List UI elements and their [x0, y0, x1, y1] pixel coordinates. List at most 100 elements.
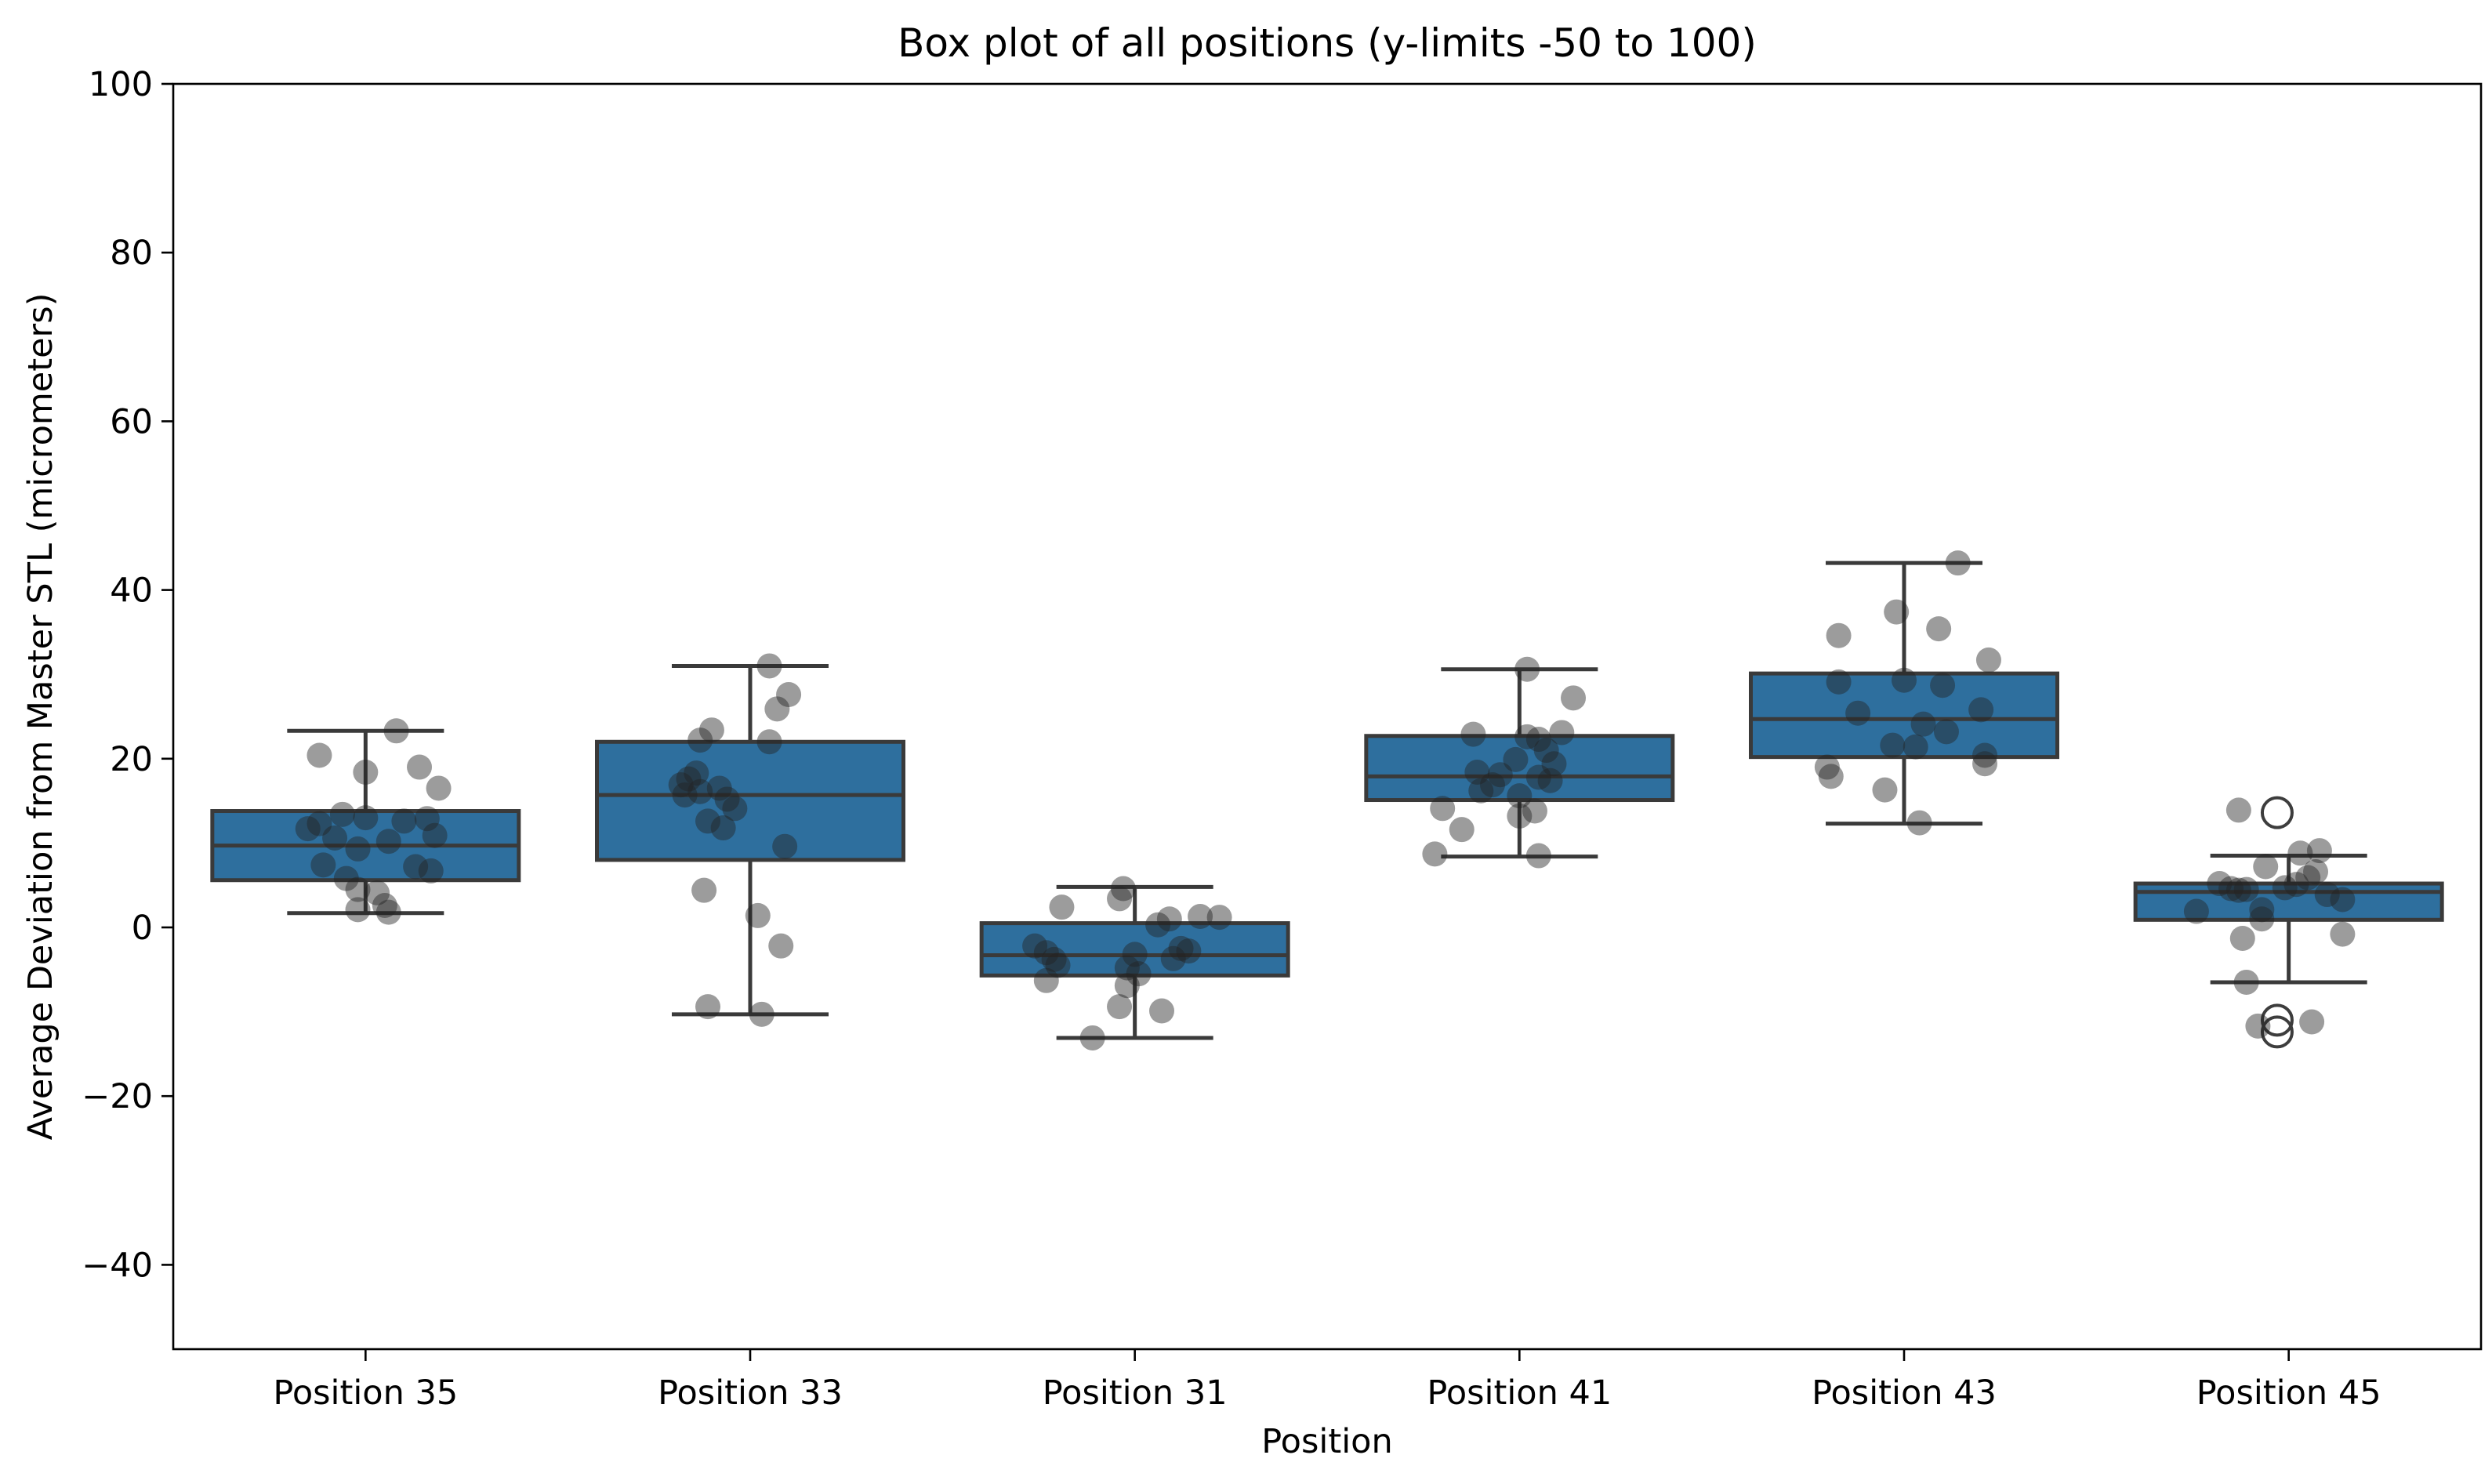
strip-dot-position-41	[1507, 803, 1533, 829]
strip-dot-position-31	[1045, 952, 1071, 978]
strip-dot-position-31	[1160, 945, 1186, 971]
strip-dot-position-31	[1188, 904, 1213, 930]
strip-dot-position-35	[322, 825, 348, 851]
strip-dot-position-31	[1049, 894, 1075, 920]
chart-title: Box plot of all positions (y-limits -50 …	[898, 20, 1757, 66]
strip-dot-position-41	[1479, 772, 1505, 798]
strip-dot-position-31	[1122, 942, 1148, 967]
y-tick-label: −40	[82, 1246, 153, 1285]
strip-dot-position-43	[1945, 550, 1971, 576]
strip-dot-position-45	[2295, 865, 2321, 891]
strip-dot-position-35	[329, 801, 355, 827]
strip-dot-position-45	[2287, 840, 2313, 866]
strip-dot-position-31	[1107, 886, 1133, 912]
strip-dot-position-35	[365, 880, 390, 905]
strip-dot-position-33	[764, 696, 790, 722]
strip-dot-position-33	[695, 994, 721, 1020]
strip-dot-position-41	[1422, 841, 1448, 867]
y-tick-label: −20	[82, 1077, 153, 1116]
x-tick-label: Position 31	[1043, 1373, 1228, 1413]
y-tick-label: 80	[110, 234, 153, 273]
boxplot-position-41-box	[1364, 734, 1675, 803]
strip-dot-position-43	[1906, 810, 1932, 836]
strip-dot-position-31	[1041, 946, 1067, 972]
strip-dot-position-41	[1503, 746, 1529, 772]
strip-dot-position-31	[1145, 912, 1171, 938]
strip-dot-position-31	[1206, 905, 1232, 931]
x-axis-label: Position	[1261, 1422, 1392, 1461]
strip-dot-position-33	[668, 772, 694, 798]
strip-dot-position-31	[1033, 967, 1059, 993]
strip-dot-position-43	[1814, 754, 1840, 780]
strip-dot-position-31	[1156, 906, 1182, 932]
strip-dot-position-45	[2229, 925, 2255, 951]
strip-dot-position-33	[776, 682, 802, 708]
x-tick-label: Position 33	[658, 1373, 843, 1413]
strip-dot-position-31	[1110, 876, 1136, 902]
strip-dot-position-45	[2225, 877, 2251, 903]
strip-dot-position-45	[2299, 1009, 2325, 1035]
strip-dot-position-41	[1541, 751, 1567, 777]
strip-dot-position-33	[676, 766, 702, 792]
strip-dot-position-35	[333, 865, 359, 891]
axes-spines	[172, 82, 2483, 1351]
strip-dot-position-45	[2330, 887, 2356, 913]
strip-dot-position-41	[1537, 767, 1563, 793]
strip-dot-position-45	[2207, 871, 2233, 897]
strip-dot-position-41	[1514, 724, 1540, 749]
strip-dot-position-45	[2183, 898, 2209, 924]
strip-dot-position-33	[710, 815, 736, 841]
strip-dot-position-43	[1903, 734, 1928, 760]
y-tick-label: 100	[89, 65, 153, 104]
y-tick-label: 0	[132, 909, 153, 948]
strip-dot-position-31	[1176, 938, 1202, 964]
strip-dot-position-33	[698, 717, 724, 743]
strip-dot-position-35	[345, 897, 371, 923]
y-tick-label: 60	[110, 402, 153, 441]
strip-dot-position-35	[375, 899, 401, 925]
strip-dot-position-45	[2249, 906, 2275, 932]
strip-dot-position-35	[407, 754, 433, 780]
strip-dot-position-35	[353, 760, 379, 786]
x-tick-label: Position 43	[1812, 1373, 1997, 1413]
boxplot-position-45-flier	[2260, 1015, 2294, 1049]
strip-dot-position-45	[2253, 854, 2279, 880]
strip-dot-position-43	[1910, 711, 1936, 737]
strip-dot-position-31	[1022, 933, 1048, 959]
strip-dot-position-43	[1884, 599, 1910, 625]
strip-dot-position-31	[1126, 961, 1152, 987]
strip-dot-position-35	[307, 742, 332, 768]
strip-dot-position-45	[2314, 882, 2340, 908]
strip-dot-position-33	[745, 902, 771, 928]
strip-dot-position-43	[1975, 647, 2001, 673]
strip-dot-position-35	[414, 806, 440, 832]
strip-dot-position-43	[1972, 751, 1998, 777]
boxplot-position-45-flier	[2260, 1003, 2294, 1037]
strip-dot-position-45	[2303, 858, 2329, 884]
strip-dot-position-41	[1507, 783, 1533, 809]
strip-dot-position-35	[353, 805, 379, 831]
strip-dot-position-31	[1168, 935, 1194, 961]
strip-dot-position-33	[749, 1001, 774, 1027]
boxplot-position-45-flier	[2260, 796, 2294, 829]
strip-dot-position-43	[1972, 742, 1998, 768]
x-tick-label: Position 41	[1427, 1373, 1612, 1413]
strip-dot-position-43	[1930, 673, 1956, 698]
strip-dot-position-41	[1525, 843, 1551, 869]
strip-dot-position-33	[756, 729, 782, 755]
strip-dot-position-33	[691, 877, 717, 903]
strip-dot-position-45	[2249, 897, 2275, 923]
strip-dot-position-35	[422, 822, 448, 848]
boxplot-position-31-box	[979, 921, 1290, 978]
strip-dot-position-41	[1464, 760, 1490, 786]
boxplot-position-45-box	[2133, 881, 2444, 922]
strip-dot-position-45	[2283, 872, 2309, 898]
strip-dot-position-35	[383, 718, 409, 744]
strip-dot-position-41	[1522, 798, 1547, 824]
strip-dot-position-45	[2272, 875, 2298, 901]
strip-dot-position-41	[1487, 762, 1513, 788]
strip-dot-position-43	[1892, 667, 1917, 693]
strip-dot-position-43	[1818, 764, 1844, 789]
strip-dot-position-31	[1079, 1025, 1105, 1050]
